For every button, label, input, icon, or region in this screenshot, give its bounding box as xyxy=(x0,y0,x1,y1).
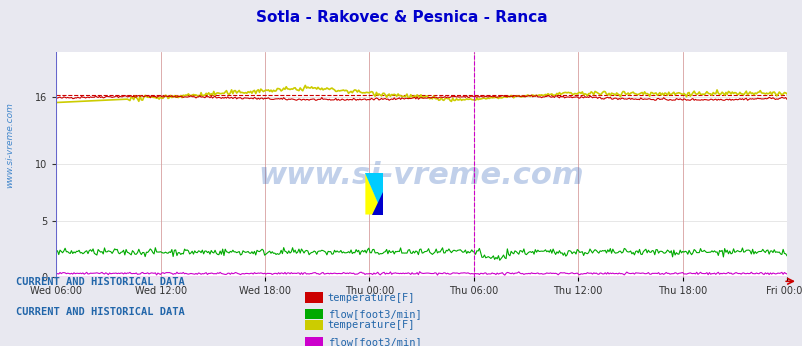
Polygon shape xyxy=(365,173,383,215)
Polygon shape xyxy=(365,173,383,215)
Text: www.si-vreme.com: www.si-vreme.com xyxy=(258,161,584,190)
Text: temperature[F]: temperature[F] xyxy=(327,320,415,330)
Text: CURRENT AND HISTORICAL DATA: CURRENT AND HISTORICAL DATA xyxy=(16,307,184,317)
Text: flow[foot3/min]: flow[foot3/min] xyxy=(327,337,421,346)
Text: CURRENT AND HISTORICAL DATA: CURRENT AND HISTORICAL DATA xyxy=(16,277,184,288)
Text: www.si-vreme.com: www.si-vreme.com xyxy=(5,102,14,188)
Text: temperature[F]: temperature[F] xyxy=(327,293,415,302)
Polygon shape xyxy=(371,192,383,215)
Text: Sotla - Rakovec & Pesnica - Ranca: Sotla - Rakovec & Pesnica - Ranca xyxy=(255,10,547,25)
Text: flow[foot3/min]: flow[foot3/min] xyxy=(327,309,421,319)
